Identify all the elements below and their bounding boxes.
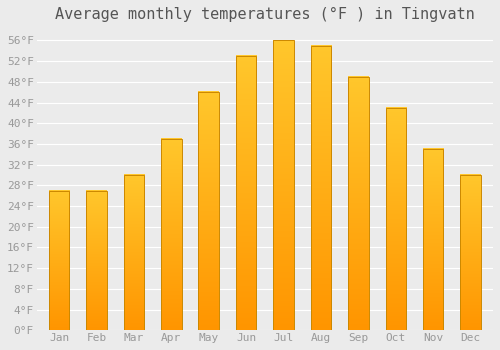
Bar bbox=[236, 56, 256, 330]
Bar bbox=[86, 190, 107, 330]
Bar bbox=[124, 175, 144, 330]
Bar bbox=[310, 46, 332, 330]
Bar bbox=[161, 139, 182, 330]
Bar bbox=[460, 175, 481, 330]
Bar bbox=[423, 149, 444, 330]
Bar bbox=[348, 77, 368, 330]
Bar bbox=[274, 40, 294, 330]
Title: Average monthly temperatures (°F ) in Tingvatn: Average monthly temperatures (°F ) in Ti… bbox=[55, 7, 475, 22]
Bar bbox=[49, 190, 70, 330]
Bar bbox=[386, 108, 406, 330]
Bar bbox=[198, 92, 219, 330]
